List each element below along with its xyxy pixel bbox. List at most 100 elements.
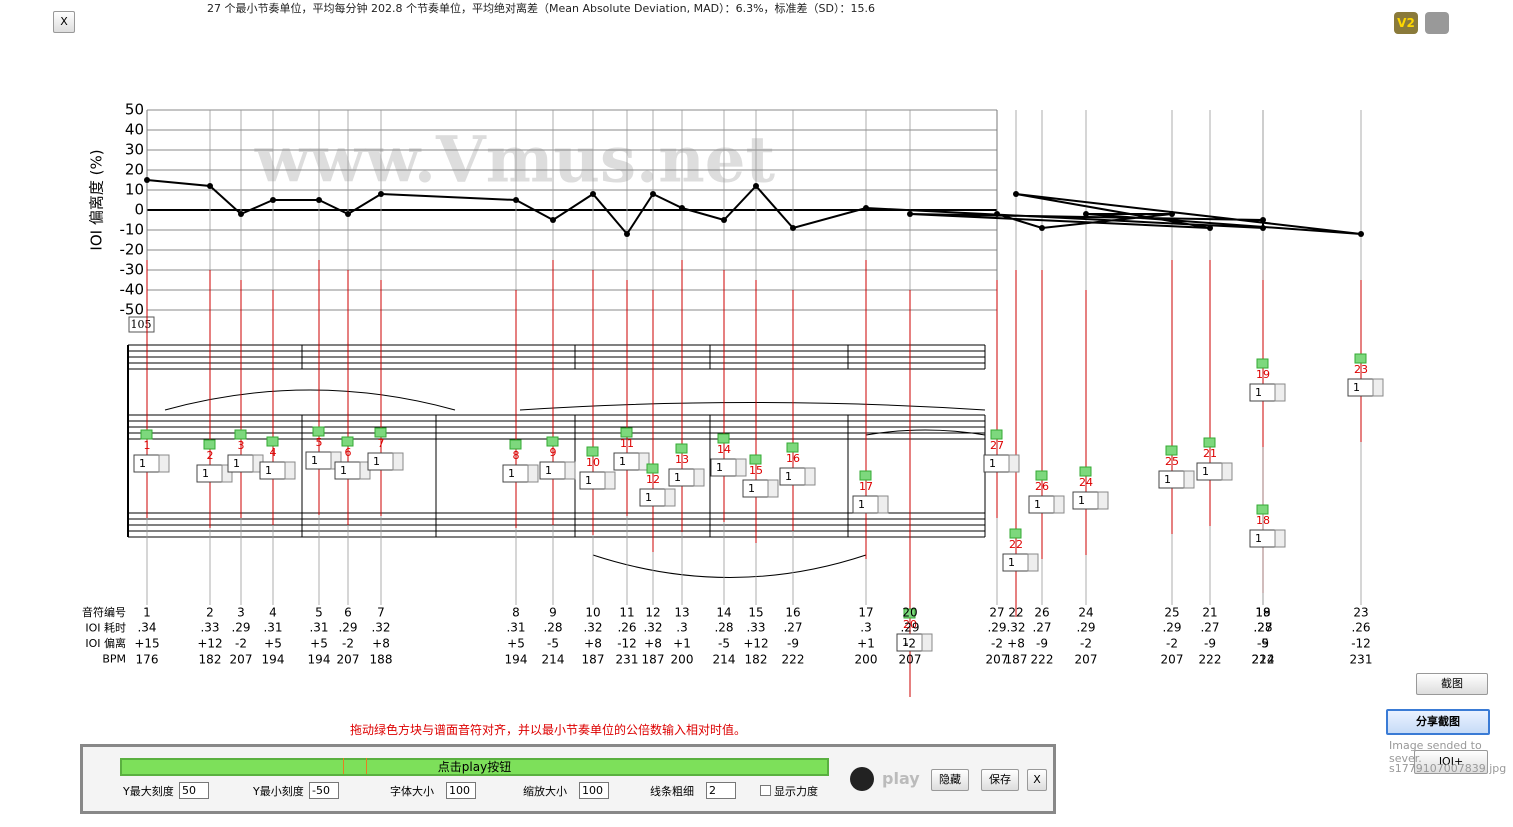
unit-input[interactable] — [367, 452, 394, 471]
drag-handle[interactable] — [1079, 466, 1092, 477]
deviation-label: -12 — [1351, 637, 1371, 651]
control-input[interactable]: 50 — [179, 782, 209, 799]
y-tick-label: -30 — [120, 261, 145, 279]
drag-handle[interactable] — [620, 427, 633, 438]
checkbox[interactable] — [760, 785, 771, 796]
unit-input[interactable] — [852, 495, 879, 514]
unit-input[interactable] — [742, 479, 769, 498]
deviation-label: -9 — [787, 637, 799, 651]
drag-handle[interactable] — [312, 426, 325, 437]
control-input[interactable]: 2 — [706, 782, 736, 799]
progress-bar[interactable]: 点击play按钮 — [120, 758, 829, 776]
drag-handle[interactable] — [266, 436, 279, 447]
unit-input[interactable] — [579, 471, 606, 490]
ioi-label: .29 — [1076, 621, 1095, 635]
drag-handle[interactable] — [374, 427, 387, 438]
drag-handle[interactable] — [646, 463, 659, 474]
unit-value: 1 — [645, 491, 652, 504]
unit-input[interactable] — [539, 461, 566, 480]
unit-input[interactable] — [1249, 529, 1276, 548]
drag-handle[interactable] — [675, 443, 688, 454]
unit-input[interactable] — [1158, 470, 1185, 489]
unit-value: 1 — [1353, 381, 1360, 394]
unit-input[interactable] — [1347, 378, 1374, 397]
panel-close[interactable]: X — [1027, 769, 1047, 791]
drag-handle[interactable] — [586, 446, 599, 457]
drag-handle[interactable] — [1165, 445, 1178, 456]
ioi-button[interactable]: IOI+ — [1414, 750, 1488, 774]
unit-input[interactable] — [639, 488, 666, 507]
row-label: BPM — [102, 653, 126, 666]
drag-handle[interactable] — [1009, 528, 1022, 539]
drag-handle[interactable] — [234, 429, 247, 440]
unit-input[interactable] — [1002, 553, 1029, 572]
ioi-label: .27 — [1200, 621, 1219, 635]
drag-handle[interactable] — [990, 429, 1003, 440]
drag-handle[interactable] — [1035, 470, 1048, 481]
drag-handle[interactable] — [509, 439, 522, 450]
unit-spinner — [221, 464, 233, 483]
bpm-label: 187 — [642, 653, 665, 667]
deviation-label: -5 — [547, 637, 559, 651]
unit-value: 1 — [202, 467, 209, 480]
drag-handle[interactable] — [749, 454, 762, 465]
note-label: 24 — [1078, 606, 1093, 620]
play-label[interactable]: play — [882, 769, 920, 788]
note-number: 10 — [586, 456, 600, 469]
unit-spinner — [767, 479, 779, 498]
data-point — [345, 211, 351, 217]
drag-handle[interactable] — [1203, 437, 1216, 448]
drag-handle[interactable] — [786, 442, 799, 453]
drag-handle[interactable] — [717, 433, 730, 444]
control-input[interactable]: 100 — [446, 782, 476, 799]
y-tick-label: -40 — [120, 281, 145, 299]
note-label: 16 — [785, 606, 800, 620]
drag-handle[interactable] — [1256, 504, 1269, 515]
note-label: 2 — [206, 606, 214, 620]
note-number: 1 — [144, 439, 151, 452]
unit-input[interactable] — [196, 464, 223, 483]
bpm-label: 182 — [745, 653, 768, 667]
unit-input[interactable] — [710, 458, 737, 477]
unit-input[interactable] — [779, 467, 806, 486]
control-input[interactable]: -50 — [309, 782, 339, 799]
drag-handle[interactable] — [546, 436, 559, 447]
close-button[interactable]: X — [53, 11, 75, 33]
drag-handle[interactable] — [140, 429, 153, 440]
chart: www.Vmus.net IOI 偏离度 (%) 105 -50-40-30-2… — [82, 101, 1384, 697]
drag-handle[interactable] — [903, 608, 916, 619]
home-icon[interactable] — [1425, 12, 1449, 34]
y-tick-label: -10 — [120, 221, 145, 239]
note-number: 11 — [620, 437, 634, 450]
control-input[interactable]: 100 — [579, 782, 609, 799]
note-number: 26 — [1035, 480, 1049, 493]
unit-input[interactable] — [1028, 495, 1055, 514]
unit-input[interactable] — [502, 464, 529, 483]
drag-handle[interactable] — [1354, 353, 1367, 364]
unit-input[interactable] — [1072, 491, 1099, 510]
unit-input[interactable] — [668, 468, 695, 487]
unit-input[interactable] — [1249, 383, 1276, 402]
version-badge[interactable]: V2 — [1394, 12, 1418, 34]
data-point — [1083, 211, 1089, 217]
share-button[interactable]: 分享截图 — [1386, 709, 1490, 735]
unit-input[interactable] — [227, 454, 254, 473]
unit-input[interactable] — [259, 461, 286, 480]
unit-input[interactable] — [305, 451, 332, 470]
unit-input[interactable] — [983, 454, 1010, 473]
hide-button[interactable]: 隐藏 — [931, 769, 969, 791]
unit-input[interactable] — [334, 461, 361, 480]
drag-handle[interactable] — [1256, 358, 1269, 369]
play-icon[interactable] — [850, 767, 874, 791]
save-button[interactable]: 保存 — [981, 769, 1019, 791]
drag-handle[interactable] — [203, 439, 216, 450]
screenshot-button[interactable]: 截图 — [1416, 673, 1488, 695]
drag-handle[interactable] — [341, 436, 354, 447]
unit-input[interactable] — [133, 454, 160, 473]
deviation-label: -12 — [617, 637, 637, 651]
unit-input[interactable] — [613, 452, 640, 471]
note-number: 9 — [550, 446, 557, 459]
drag-handle[interactable] — [859, 470, 872, 481]
unit-input[interactable] — [1196, 462, 1223, 481]
